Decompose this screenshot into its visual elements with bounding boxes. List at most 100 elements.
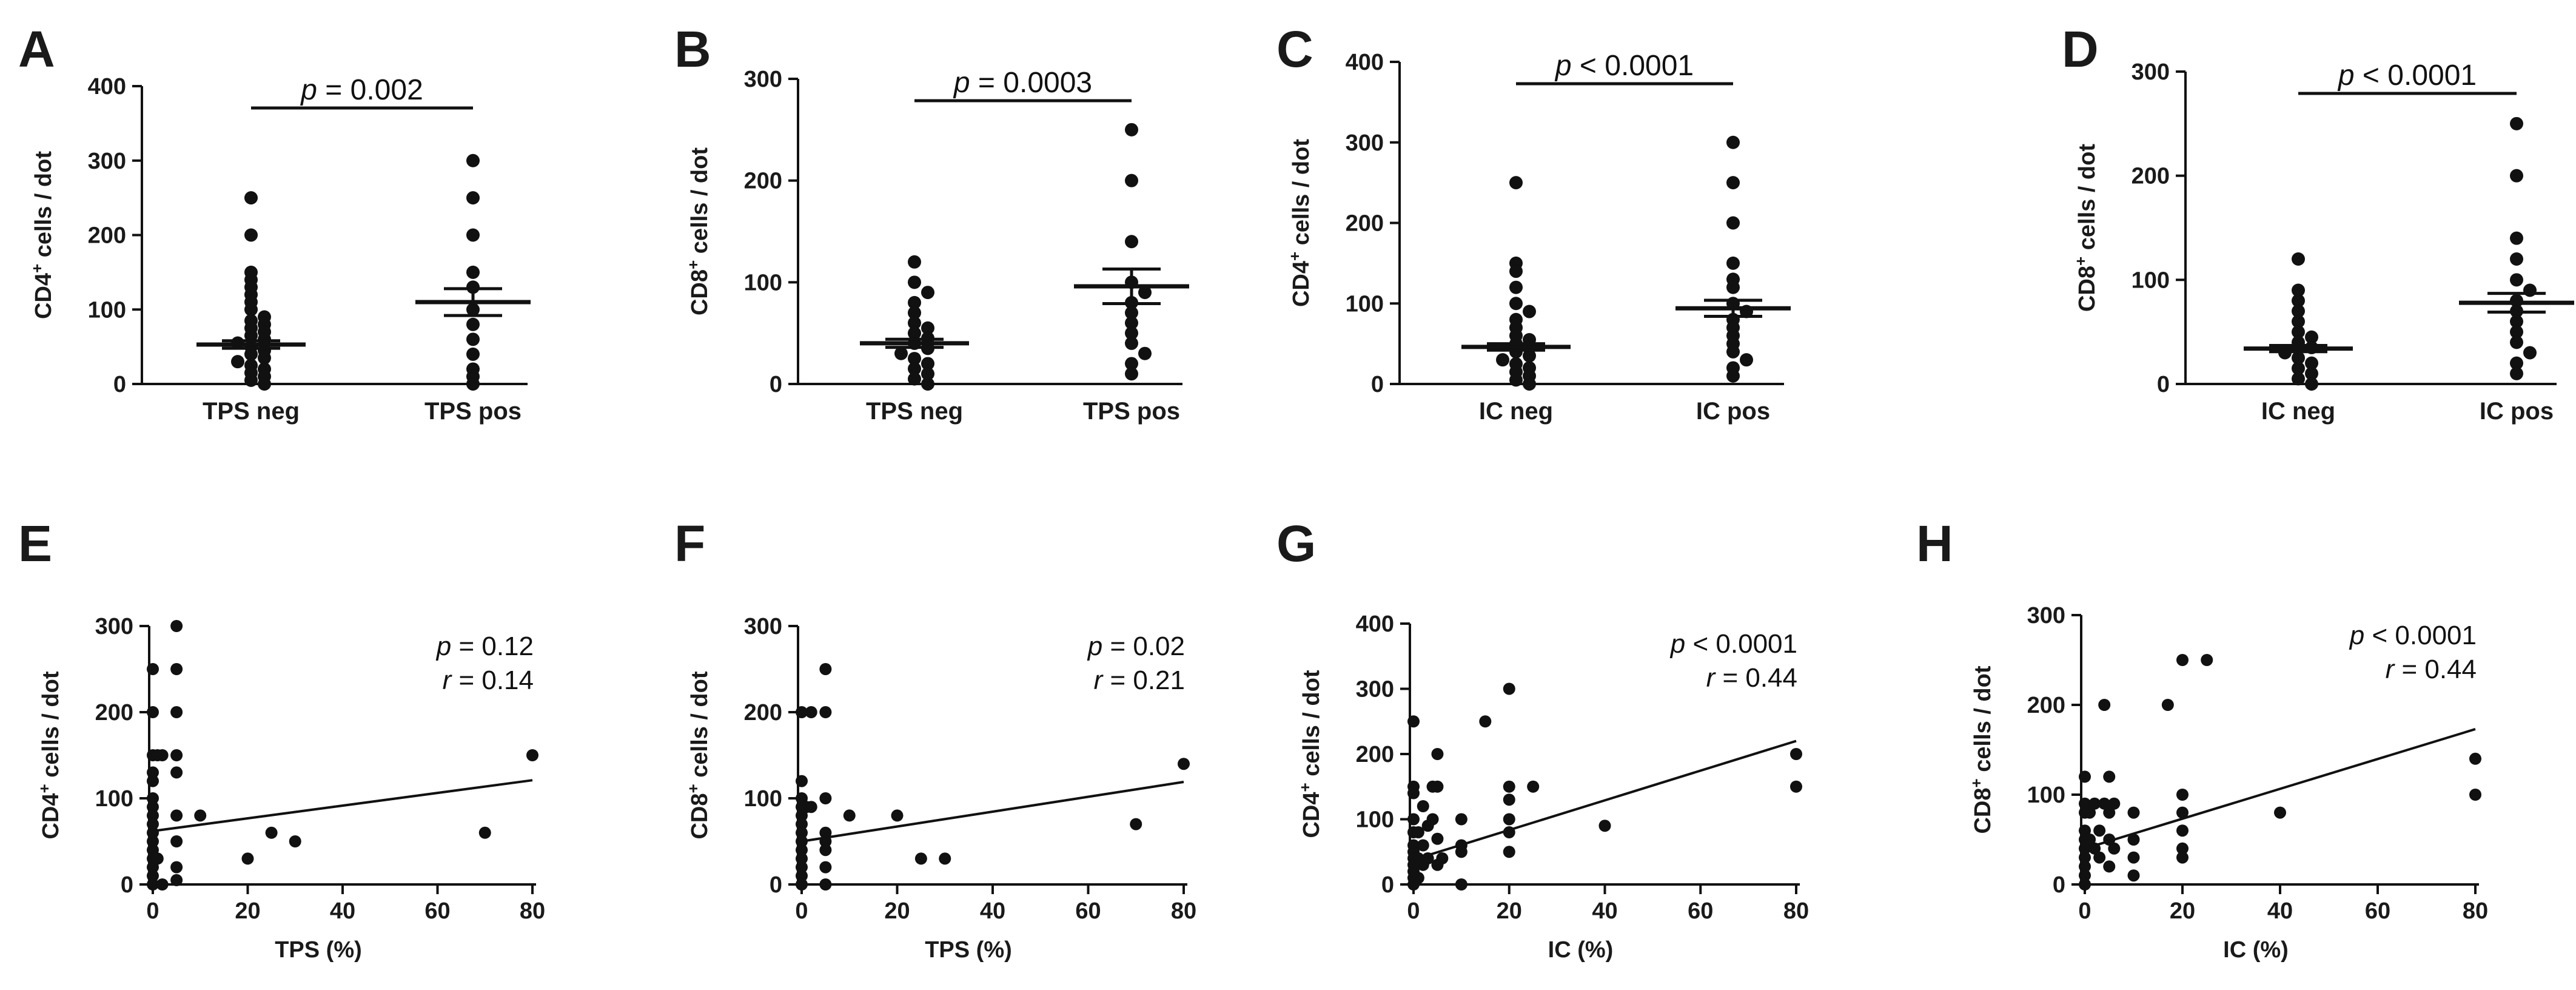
group-pos: [1074, 123, 1189, 381]
data-point: [939, 852, 951, 865]
data-point: [1431, 748, 1444, 760]
data-point: [2093, 851, 2106, 864]
data-point: [2079, 824, 2091, 837]
data-point: [805, 801, 817, 813]
data-point: [819, 878, 832, 891]
x-tick-label: 20: [2170, 898, 2195, 924]
y-tick-label: 0: [113, 372, 126, 397]
y-axis-title-rest: cells / dot: [2075, 144, 2100, 257]
data-point: [2510, 356, 2523, 370]
data-point: [1726, 369, 1740, 383]
data-point: [1138, 346, 1152, 360]
data-point: [2510, 273, 2523, 287]
data-point: [466, 153, 480, 167]
data-point: [2523, 283, 2537, 297]
significance-p: p: [1554, 50, 1572, 82]
x-tick-label: 0: [146, 898, 159, 924]
y-axis-title-rest: cells / dot: [1970, 665, 1996, 778]
data-point: [921, 357, 934, 371]
data-point: [2098, 797, 2111, 810]
group-pos: [2459, 116, 2574, 380]
category-label: IC pos: [1696, 398, 1770, 425]
data-point: [526, 749, 538, 761]
y-tick-label: 100: [1356, 807, 1394, 833]
y-axis-title-rest: cells / dot: [1299, 670, 1324, 783]
stat-r: r: [2386, 655, 2396, 684]
category-label: TPS pos: [424, 398, 522, 425]
data-point: [2510, 231, 2523, 245]
data-point: [2292, 283, 2305, 297]
data-point: [1527, 780, 1540, 793]
y-axis-title: CD8+ cells / dot: [684, 147, 713, 315]
panel-a: A 0 100 200 300 400 CD4+ cells / dot TPS neg TPS…: [18, 21, 531, 425]
data-point: [1503, 793, 1515, 806]
y-tick-label: 300: [744, 614, 782, 639]
data-point: [908, 255, 921, 269]
data-point: [2176, 842, 2189, 855]
data-point: [1138, 286, 1152, 300]
panel-letter: H: [1916, 515, 1953, 572]
significance-value: = 0.0003: [970, 67, 1093, 99]
panel-letter: G: [1276, 515, 1316, 572]
data-point: [1125, 123, 1138, 136]
data-point: [2079, 770, 2091, 783]
data-points: [2079, 654, 2481, 891]
data-point: [908, 306, 921, 320]
y-tick-label: 300: [88, 149, 126, 174]
stat-r: r: [443, 665, 453, 695]
data-point: [796, 852, 808, 865]
y-axis-title-main: CD8: [1970, 787, 1996, 833]
data-point: [1509, 297, 1523, 311]
stat-p-label: p < 0.0001: [2349, 621, 2477, 650]
significance-p: p: [953, 67, 970, 99]
y-axis-title-sup: +: [1286, 252, 1304, 261]
y-axis-title-sup: +: [684, 260, 702, 269]
data-point: [1407, 787, 1420, 800]
category-label: IC neg: [1479, 398, 1553, 425]
data-point: [170, 620, 183, 632]
panel-g: G 0 100 200 300 400 CD4+ cells / dot 0 20 40 60 80 I…: [1276, 515, 1809, 963]
data-point: [1726, 135, 1740, 149]
data-point: [2292, 372, 2305, 386]
data-point: [1509, 373, 1523, 387]
x-tick-label: 80: [520, 898, 545, 924]
y-tick-label: 100: [744, 270, 782, 295]
data-point: [2176, 789, 2189, 801]
data-point: [1125, 306, 1138, 320]
data-point: [2305, 330, 2318, 344]
data-point: [1125, 235, 1138, 249]
data-point: [1598, 820, 1611, 832]
data-point: [1523, 377, 1536, 391]
data-point: [147, 869, 159, 882]
stat-r-label: r = 0.44: [1706, 663, 1797, 693]
panel-letter: D: [2062, 21, 2099, 78]
x-tick-label: 40: [330, 898, 355, 924]
data-point: [466, 332, 480, 346]
panel-c: C 0 100 200 300 400 CD4+ cells / dot IC neg IC p…: [1276, 21, 1791, 425]
y-axis-title-main: CD4: [1289, 261, 1314, 307]
y-tick-label: 300: [1346, 130, 1384, 156]
data-point: [1726, 280, 1740, 294]
data-point: [2292, 315, 2305, 328]
stat-r: r: [1706, 663, 1717, 693]
y-tick-label: 400: [1346, 50, 1384, 75]
data-point: [1503, 846, 1515, 858]
panel-b: B 0 100 200 300 CD8+ cells / dot TPS neg TPS po…: [674, 21, 1189, 425]
y-tick-label: 200: [2132, 164, 2170, 189]
data-point: [908, 362, 921, 375]
data-point: [2201, 654, 2213, 666]
data-point: [1503, 813, 1515, 826]
data-point: [796, 878, 808, 891]
y-tick-label: 200: [88, 223, 126, 249]
data-point: [466, 228, 480, 242]
y-tick-label: 100: [95, 786, 133, 812]
stat-r-value: = 0.21: [1102, 665, 1185, 695]
group-neg: [1461, 176, 1571, 391]
y-axis-title-sup: +: [2071, 257, 2090, 266]
regression-line: [2084, 728, 2476, 850]
data-point: [805, 706, 817, 718]
data-point: [1412, 872, 1424, 884]
data-point: [244, 191, 258, 205]
stat-p-label: p = 0.02: [1087, 631, 1185, 661]
data-point: [2510, 169, 2523, 183]
